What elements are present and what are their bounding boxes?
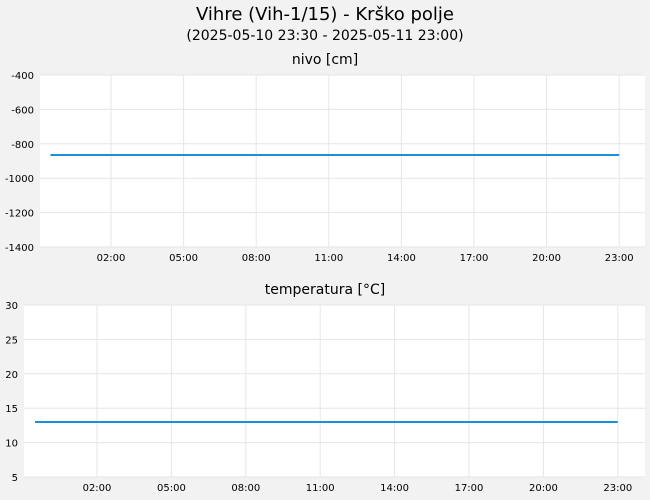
chart-title: Vihre (Vih-1/15) - Krško polje bbox=[196, 4, 454, 25]
x-tick-label: 05:00 bbox=[157, 483, 186, 494]
x-tick-label: 17:00 bbox=[460, 253, 489, 264]
x-tick-label: 11:00 bbox=[314, 253, 343, 264]
x-tick-label: 23:00 bbox=[603, 483, 632, 494]
y-tick-label: 30 bbox=[5, 301, 18, 312]
y-tick-label: -1200 bbox=[5, 209, 34, 220]
y-tick-label: -600 bbox=[11, 105, 34, 116]
panel-title: temperatura [°C] bbox=[265, 282, 385, 298]
plot-area bbox=[24, 305, 645, 477]
x-tick-label: 17:00 bbox=[455, 483, 484, 494]
x-tick-label: 02:00 bbox=[83, 483, 112, 494]
x-tick-label: 20:00 bbox=[529, 483, 558, 494]
x-tick-label: 14:00 bbox=[387, 253, 416, 264]
x-tick-label: 08:00 bbox=[231, 483, 260, 494]
y-tick-label: 20 bbox=[5, 370, 18, 381]
y-tick-label: -1400 bbox=[5, 243, 34, 254]
x-tick-label: 05:00 bbox=[169, 253, 198, 264]
temperature-chart-panel: temperatura [°C] 30 25 20 15 10 5 02:00 05:00 08:… bbox=[5, 282, 645, 494]
x-tick-label: 23:00 bbox=[605, 253, 634, 264]
y-tick-label: 5 bbox=[12, 473, 18, 484]
y-tick-label: -400 bbox=[11, 71, 34, 82]
x-tick-label: 02:00 bbox=[97, 253, 126, 264]
x-tick-label: 11:00 bbox=[306, 483, 335, 494]
y-tick-label: -1000 bbox=[5, 174, 34, 185]
x-tick-label: 08:00 bbox=[242, 253, 271, 264]
chart-subtitle: (2025-05-10 23:30 - 2025-05-11 23:00) bbox=[186, 28, 463, 44]
x-tick-label: 14:00 bbox=[380, 483, 409, 494]
nivo-chart-panel: nivo [cm] -400 -600 -800 -1000 -1200 -1400 02:0… bbox=[5, 52, 645, 264]
y-tick-label: 15 bbox=[5, 404, 18, 415]
panel-title: nivo [cm] bbox=[292, 52, 358, 68]
y-tick-label: 10 bbox=[5, 439, 18, 450]
plot-area bbox=[40, 75, 645, 247]
y-tick-label: 25 bbox=[5, 335, 18, 346]
x-tick-label: 20:00 bbox=[532, 253, 561, 264]
y-tick-label: -800 bbox=[11, 140, 34, 151]
